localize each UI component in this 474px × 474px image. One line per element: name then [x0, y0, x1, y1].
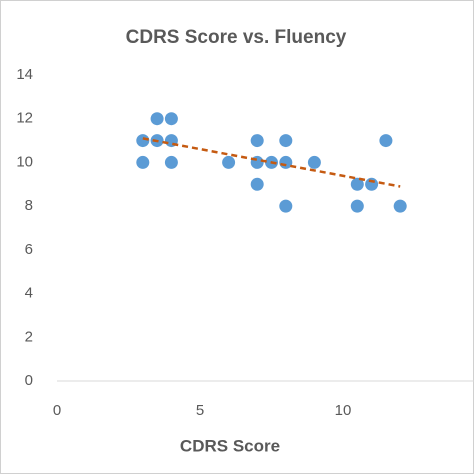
point — [250, 177, 264, 191]
point — [150, 112, 164, 126]
x-axis-title: CDRS Score — [180, 436, 280, 455]
y-tick-label: 4 — [25, 285, 33, 302]
point — [164, 112, 178, 126]
point — [307, 155, 321, 169]
y-tick-label: 2 — [25, 328, 33, 345]
point — [350, 177, 364, 191]
point — [393, 199, 407, 213]
y-tick-label: 6 — [25, 241, 33, 258]
y-tick-label: 12 — [16, 110, 33, 127]
point — [164, 155, 178, 169]
point — [136, 155, 150, 169]
trendline — [142, 137, 401, 188]
x-tick-label: 5 — [196, 402, 204, 419]
point — [365, 177, 379, 191]
x-tick-label: 0 — [53, 402, 61, 419]
y-tick-label: 8 — [25, 197, 33, 214]
y-tick-label: 0 — [25, 372, 33, 389]
point — [222, 155, 236, 169]
point — [379, 134, 393, 148]
y-tick-label: 10 — [16, 153, 33, 170]
x-tick-label: 10 — [335, 402, 352, 419]
point — [136, 134, 150, 148]
point — [250, 134, 264, 148]
point — [279, 199, 293, 213]
y-tick-label: 14 — [16, 66, 33, 83]
chart-title: CDRS Score vs. Fluency — [126, 27, 347, 48]
point — [279, 134, 293, 148]
point — [350, 199, 364, 213]
